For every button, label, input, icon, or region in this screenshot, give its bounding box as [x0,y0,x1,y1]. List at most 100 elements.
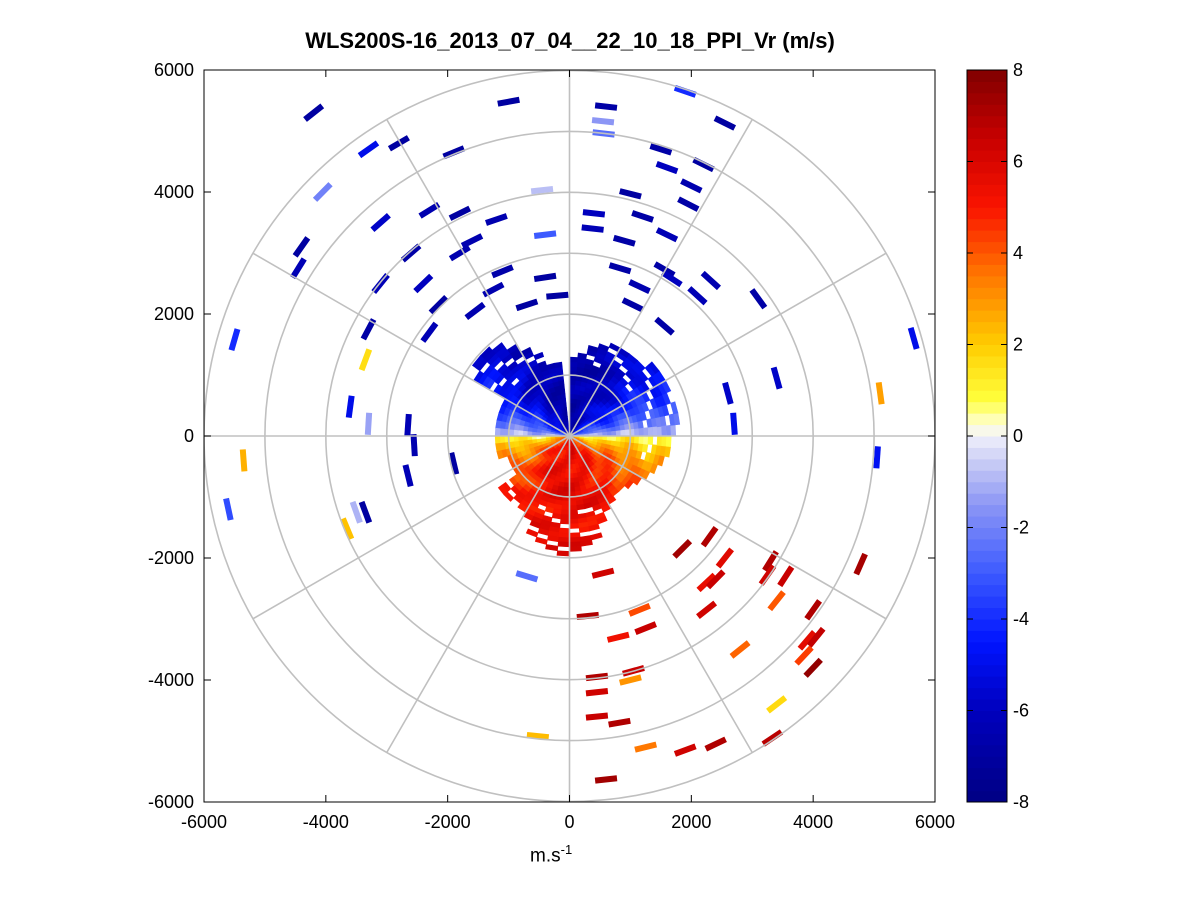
near-field-cell [576,503,586,511]
colorbar-band [967,447,1007,460]
colorbar-tick-label: 2 [1013,335,1023,355]
near-field-cell [665,435,672,447]
range-gate-cell [357,140,380,159]
range-gate-cell [722,381,734,405]
range-gate-cell-fill [239,449,248,472]
range-gate-cell [591,117,615,126]
colorbar-band [967,550,1007,563]
polar-grid-spoke [252,435,570,620]
range-gate-cell [420,321,439,343]
range-gate-cell-fill [797,630,817,651]
range-gate-cell [413,273,434,294]
range-gate-cell [606,631,630,643]
range-gate-cell [448,205,472,221]
range-gate-cell [608,262,632,275]
range-gate-cell [608,717,631,728]
polar-grid-spoke [386,119,571,437]
range-gate-cell-fill [692,156,715,173]
near-field-cell [556,550,570,557]
near-field-cell [670,424,677,437]
range-gate-cell [402,464,414,488]
range-gate-cell [303,103,325,122]
colorbar-band [967,172,1007,185]
colorbar-band [967,767,1007,780]
near-field-cell [587,345,599,353]
near-field-cell [615,435,622,442]
near-field-cell [638,435,645,445]
range-gate-cell-fill [649,143,673,156]
y-tick-label: -2000 [148,548,194,568]
polar-grid-spoke [252,252,570,437]
range-gate-cell-fill [358,348,373,372]
range-gate-cell-fill [428,294,449,315]
colorbar-band [967,275,1007,288]
range-gate-cell-fill [357,140,380,159]
near-field-cell [620,435,626,443]
range-gate-cell-fill [290,257,307,280]
near-field-cell [569,384,576,390]
range-gate-cell [672,538,693,559]
range-gate-cell-fill [696,600,718,620]
colorbar-band [967,687,1007,700]
colorbar-tick-label: -6 [1013,701,1029,721]
range-gate-cell [360,318,377,341]
range-gate-cell-fill [767,590,786,612]
colorbar-band [967,115,1007,128]
range-gate-cell [654,316,675,336]
colorbar-band [967,458,1007,471]
near-field-cell [534,536,548,545]
range-gate-cell-fill [704,736,727,752]
near-field-cell [569,379,576,386]
range-gate-cell-fill [410,433,418,457]
colorbar-tick-label: 6 [1013,152,1023,172]
colorbar-band [967,504,1007,517]
range-gate-cell [758,564,777,586]
colorbar-band [967,527,1007,540]
near-field-cell [647,426,654,437]
range-gate-cell-fill [634,621,657,635]
range-gate-cell-fill [705,569,726,590]
range-gate-cell [591,567,615,579]
range-gate-cell [715,547,734,569]
range-gate-cell-fill [696,572,717,593]
range-gate-cell-fill [364,412,373,435]
near-field-cell [647,435,654,446]
range-gate-cell [349,500,363,524]
colorbar-band [967,664,1007,677]
colorbar-band [967,355,1007,368]
near-field-cell [569,482,576,488]
colorbar-band [967,424,1007,437]
near-field-cell [557,541,570,548]
colorbar-band [967,516,1007,528]
range-gate-cell [358,500,373,524]
colorbar-tick-label: 0 [1013,426,1023,446]
range-gate-cell [907,326,920,350]
near-field-cell [652,426,658,437]
x-tick-label: -4000 [303,812,349,832]
range-gate-cell-fill [448,452,460,475]
near-field-cell [495,442,502,452]
near-field-cell [634,435,640,444]
near-field-cell [513,429,519,437]
colorbar-band [967,81,1007,94]
range-gate-cell [673,743,697,757]
range-gate-cell [448,452,460,475]
colorbar-band [967,70,1007,82]
range-gate-cell-fill [700,270,721,291]
range-gate-cell [655,161,679,175]
polar-grid-spoke [568,435,753,753]
range-gate-cell-fill [402,464,414,488]
polar-grid-spoke [568,119,753,437]
range-gate-cell-fill [491,264,514,279]
range-gate-cell-fill [672,538,693,559]
range-gate-cell-fill [655,227,679,243]
range-gate-cell [428,294,449,315]
chart-title: WLS200S-16_2013_07_04__22_10_18_PPI_Vr (… [305,28,835,53]
range-gate-cell [533,272,557,283]
range-gate-cell-fill [873,446,881,469]
range-gate-cell [364,412,373,435]
range-gate-cell-fill [619,674,642,686]
near-field-cell [588,523,600,532]
y-tick-label: 6000 [154,60,194,80]
